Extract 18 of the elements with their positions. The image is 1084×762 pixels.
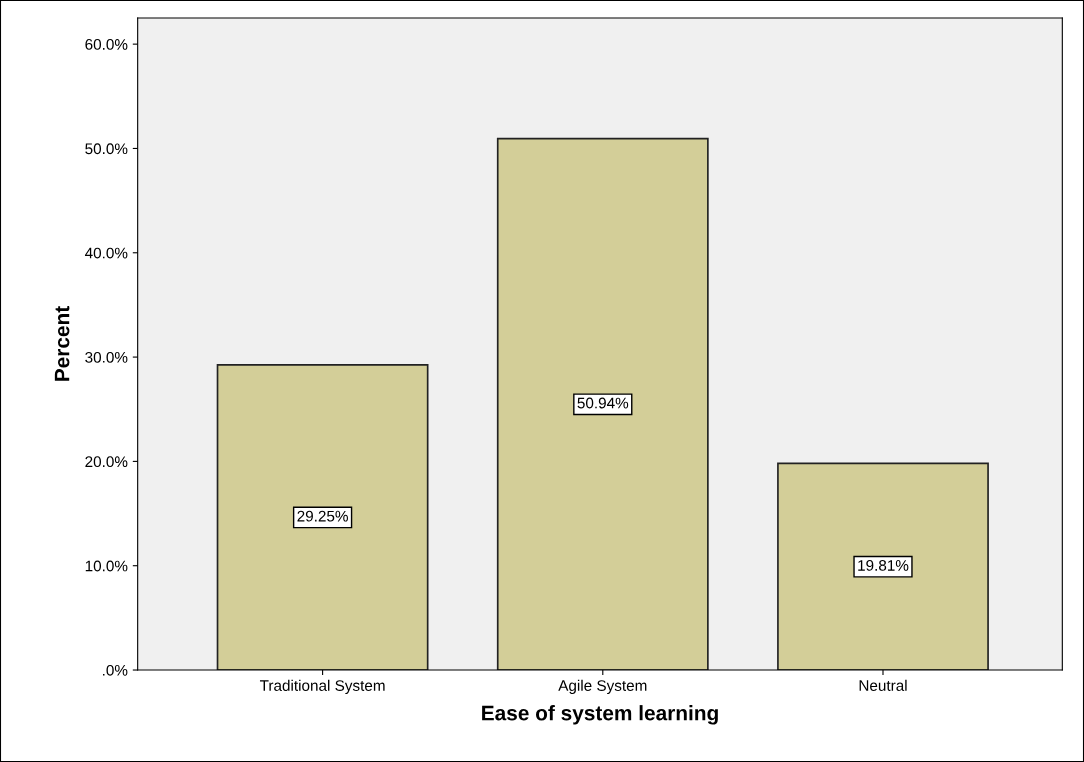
x-tick-label: Neutral (859, 679, 907, 691)
y-tick-label: .0% (103, 664, 128, 676)
y-tick-label: 60.0% (85, 39, 128, 50)
data-label: 19.81% (858, 559, 909, 571)
y-tick-label: 40.0% (84, 247, 128, 259)
data-label: 29.25% (297, 510, 348, 522)
bar (216, 364, 429, 671)
x-tick-label: Agile System (558, 679, 647, 694)
x-tick-label: Traditional System (259, 679, 385, 694)
bar (496, 137, 709, 671)
y-tick-label: 30.0% (85, 351, 128, 363)
y-axis-title: Percent (54, 306, 70, 381)
x-axis-title: Ease of system learning (482, 705, 718, 725)
data-label: 50.94% (577, 397, 629, 409)
y-tick-label: 10.0% (85, 560, 128, 572)
y-tick-label: 50.0% (85, 143, 128, 155)
bar (777, 462, 989, 671)
y-tick-label: 20.0% (85, 456, 128, 468)
